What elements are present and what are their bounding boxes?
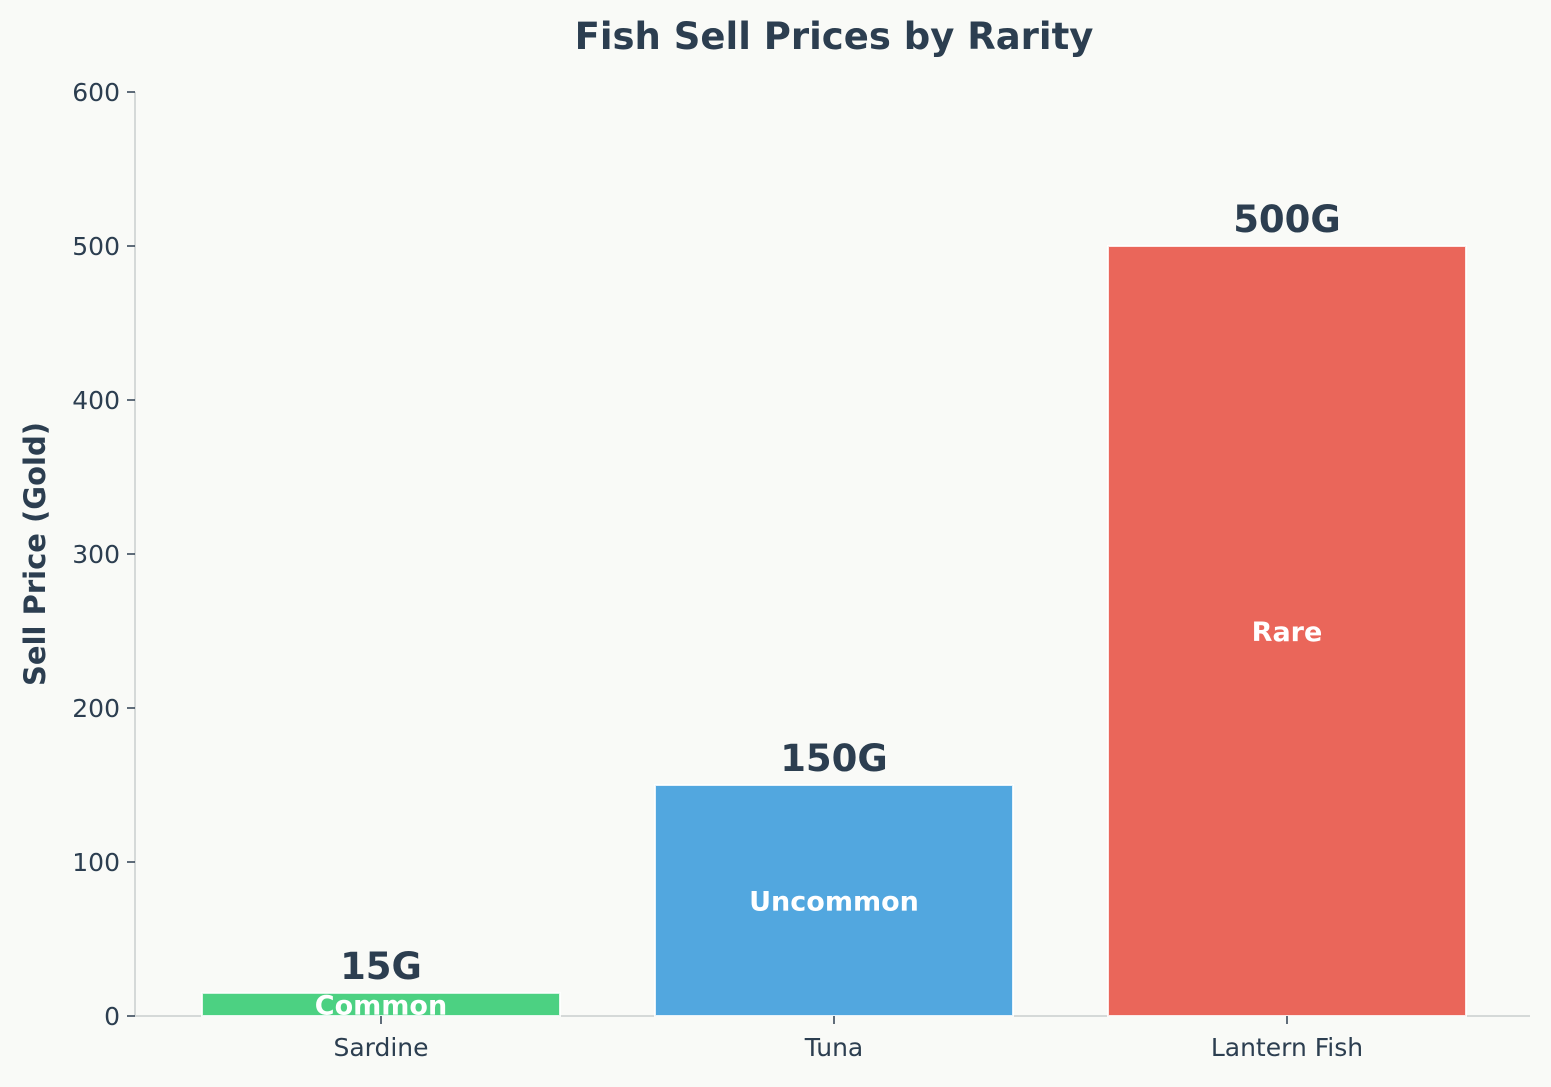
bar-lantern-fish (1107, 245, 1467, 1017)
chart-title: Fish Sell Prices by Rarity (575, 15, 1094, 58)
y-axis-label: Sell Price (Gold) (18, 422, 52, 686)
x-tick-label: Sardine (333, 1033, 428, 1062)
bar-rarity-label: Rare (1252, 617, 1323, 648)
y-tick-label: 200 (72, 694, 120, 723)
plot-area: 010020030040050060015GCommonSardine150GU… (72, 78, 1530, 1062)
bar-value-label: 500G (1233, 198, 1341, 241)
y-tick-label: 0 (104, 1002, 120, 1031)
x-tick-label: Tuna (804, 1033, 863, 1062)
x-tick-label: Lantern Fish (1211, 1033, 1363, 1062)
y-tick-label: 400 (72, 386, 120, 415)
bar-tuna (654, 784, 1014, 1017)
y-tick-label: 600 (72, 78, 120, 107)
y-tick-label: 100 (72, 848, 120, 877)
y-tick-label: 300 (72, 540, 120, 569)
bar-value-label: 150G (780, 737, 888, 780)
y-tick-label: 500 (72, 232, 120, 261)
bar-value-label: 15G (340, 945, 422, 988)
bar-rarity-label: Uncommon (749, 887, 919, 918)
